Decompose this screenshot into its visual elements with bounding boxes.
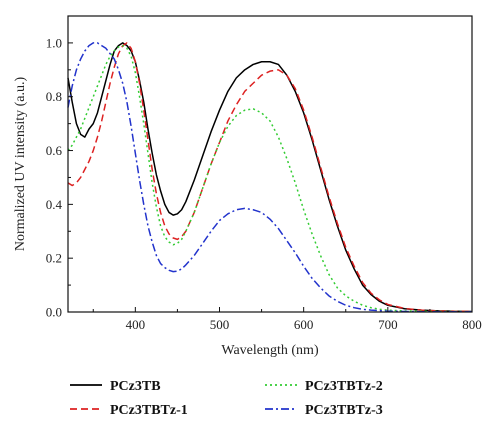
y-tick-label: 0.2	[46, 251, 62, 266]
y-tick-label: 0.8	[46, 89, 62, 104]
plot-frame	[67, 15, 473, 313]
y-tick-label: 1.0	[46, 35, 62, 50]
plot-area	[67, 42, 473, 313]
x-tick-label: 600	[294, 317, 314, 332]
x-tick-label: 400	[126, 317, 146, 332]
legend: PCz3TB PCz3TBTz-1 PCz3TBTz-2 PCz3TBTz-3	[70, 379, 383, 418]
legend-label: PCz3TB	[110, 379, 161, 394]
x-tick-label: 500	[210, 317, 230, 332]
series-line-3	[67, 44, 473, 313]
x-tick-label: 800	[462, 317, 482, 332]
y-tick-label: 0.6	[46, 143, 63, 158]
legend-label: PCz3TBTz-2	[305, 379, 383, 394]
x-tick-label: 700	[378, 317, 398, 332]
series-line-2	[67, 42, 473, 313]
y-tick-label: 0.0	[46, 305, 62, 320]
x-axis-label: Wavelength (nm)	[221, 343, 319, 358]
legend-label: PCz3TBTz-3	[305, 403, 383, 418]
y-tick-label: 0.4	[46, 197, 63, 212]
series-line-4	[67, 42, 472, 313]
y-axis-label: Normalized UV intensity (a.u.)	[13, 77, 28, 252]
series-line-1	[67, 42, 473, 313]
axis-ticks: 400 500 600 700 800 0.0 0.2 0.4 0.6 0.8 1.0	[46, 15, 482, 332]
legend-label: PCz3TBTz-1	[110, 403, 188, 418]
